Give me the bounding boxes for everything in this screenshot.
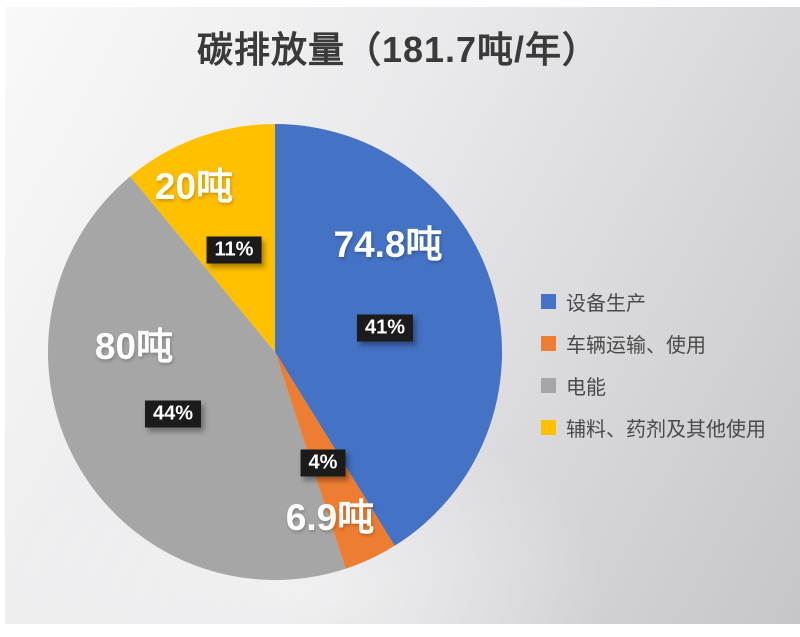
percent-badge-equipment: 41% xyxy=(356,314,414,342)
percent-badge-electricity: 44% xyxy=(144,400,202,428)
percent-badge-auxiliary: 11% xyxy=(206,236,262,264)
pie-slice[interactable] xyxy=(47,176,346,581)
value-label-auxiliary: 20吨 xyxy=(154,166,234,207)
pie-slice[interactable] xyxy=(130,124,275,352)
legend-swatch-electricity xyxy=(541,378,556,393)
legend-item-vehicle: 车辆运输、使用 xyxy=(541,329,766,358)
chart-legend: 设备生产 车辆运输、使用 电能 辅料、药剂及其他使用 xyxy=(541,287,766,442)
legend-item-auxiliary: 辅料、药剂及其他使用 xyxy=(541,413,766,442)
legend-swatch-vehicle xyxy=(541,336,556,351)
value-label-equipment: 74.8吨 xyxy=(333,224,443,265)
slide-background: 碳排放量（181.7吨/年） 74.8吨 6.9吨 80吨 20吨 41% 4%… xyxy=(5,7,800,624)
legend-label-vehicle: 车辆运输、使用 xyxy=(566,335,706,357)
legend-label-electricity: 电能 xyxy=(566,377,606,399)
legend-swatch-equipment xyxy=(541,294,556,309)
legend-item-equipment: 设备生产 xyxy=(541,287,766,316)
legend-label-auxiliary: 辅料、药剂及其他使用 xyxy=(566,419,766,441)
legend-swatch-auxiliary xyxy=(541,420,556,435)
value-label-electricity: 80吨 xyxy=(94,326,174,367)
value-label-vehicle: 6.9吨 xyxy=(285,497,375,538)
percent-badge-vehicle: 4% xyxy=(300,449,346,477)
chart-title: 碳排放量（181.7吨/年） xyxy=(196,29,600,70)
legend-label-equipment: 设备生产 xyxy=(566,293,646,315)
legend-item-electricity: 电能 xyxy=(541,371,766,400)
